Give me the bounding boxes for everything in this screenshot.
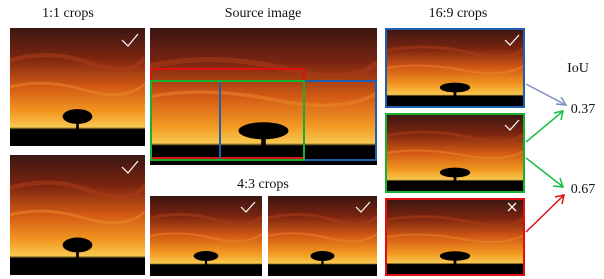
iou-label: IoU <box>567 61 589 76</box>
crop-image <box>150 196 262 276</box>
panel-title: Source image <box>225 6 302 21</box>
source-image <box>150 28 377 165</box>
iou-value: 0.37 <box>571 102 596 117</box>
panel-title: 1:1 crops <box>42 6 94 21</box>
crop-image <box>386 29 524 107</box>
crop-image <box>268 196 377 276</box>
crop-image <box>386 114 524 192</box>
crop-image <box>386 199 524 275</box>
figure: 1:1 crops Source image 16:9 crops 4:3 cr… <box>0 0 604 279</box>
panel-title: 16:9 crops <box>429 6 488 21</box>
crop-image <box>10 28 145 146</box>
iou-value: 0.67 <box>571 182 596 197</box>
arrows <box>526 84 566 232</box>
crop-image <box>10 155 145 275</box>
panel-title: 4:3 crops <box>237 177 289 192</box>
